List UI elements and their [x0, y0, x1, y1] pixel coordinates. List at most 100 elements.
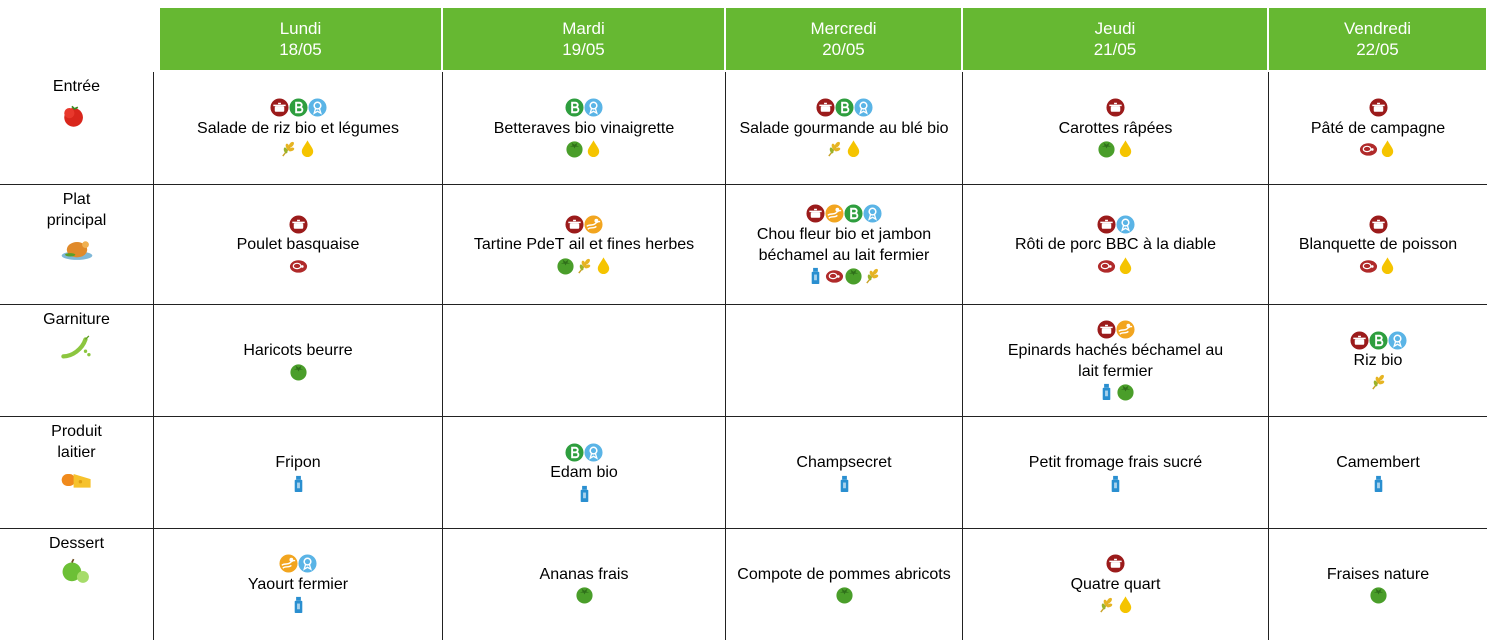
dish-name: Edam bio [550, 464, 618, 481]
row-label: Produit laitier [0, 421, 153, 527]
icon [565, 214, 584, 234]
icon [556, 257, 574, 275]
row-divider [0, 416, 1487, 417]
column-divider [725, 72, 726, 640]
menu-cell: Salade de riz bio et légumes [154, 72, 442, 184]
dish-name: Epinards hachés béchamel au lait fermier [1007, 341, 1224, 380]
icon [62, 558, 89, 583]
icon [587, 140, 600, 158]
menu-cell: Rôti de porc BBC à la diable [963, 185, 1268, 304]
icon [597, 256, 609, 274]
icon-row [288, 214, 308, 234]
icon [806, 204, 825, 223]
icon [1119, 256, 1131, 274]
icon [834, 98, 854, 117]
icon-row [1368, 98, 1388, 118]
row-label: Dessert [0, 533, 153, 638]
icon [1371, 374, 1384, 390]
icon [282, 141, 295, 157]
icon-row [1369, 371, 1388, 391]
menu-cell [443, 305, 725, 416]
icon [1349, 330, 1369, 350]
icon [1359, 143, 1378, 156]
icon [577, 258, 590, 274]
icon-row [806, 266, 882, 286]
icon [294, 596, 302, 614]
dish-name: Compote de pommes abricots [737, 565, 951, 583]
row-label-text: Plat principal [46, 191, 107, 229]
menu-cell: Yaourt fermier [154, 529, 442, 639]
icon [840, 475, 848, 492]
row-divider [0, 304, 1487, 305]
icon [853, 98, 873, 117]
icon [845, 268, 862, 285]
menu-cell: Carottes râpées [963, 72, 1268, 184]
day-name: Vendredi [1343, 19, 1412, 38]
menu-cell: Blanquette de poisson [1269, 185, 1487, 304]
icon [575, 587, 593, 604]
day-header: Jeudi 21/05 [963, 8, 1267, 70]
icon [825, 270, 844, 283]
icon [288, 214, 308, 234]
icon [307, 98, 327, 117]
row-label: Plat principal [0, 189, 153, 303]
icon [847, 140, 860, 158]
icon [298, 554, 317, 573]
icon-row [1359, 255, 1397, 275]
icon [1115, 320, 1135, 339]
menu-cell: Riz bio [1269, 305, 1487, 416]
row-label-text: Produit laitier [51, 423, 102, 461]
row-label: Entrée [0, 76, 153, 183]
icon-row [269, 98, 327, 118]
day-header: Mercredi 20/05 [726, 8, 961, 70]
dish-name: Salade gourmande au blé bio [739, 119, 949, 137]
icon [279, 554, 298, 573]
dish-name: Pâté de campagne [1310, 119, 1446, 137]
icon [1368, 214, 1388, 234]
icon-row [1369, 585, 1388, 605]
icon-row [835, 585, 854, 605]
icon-row [289, 595, 308, 615]
icon-row [1369, 473, 1388, 493]
icon [811, 267, 820, 285]
icon-row [289, 255, 308, 275]
icon [565, 98, 584, 117]
icon [1387, 330, 1407, 350]
row-divider [0, 528, 1487, 529]
row-label-text: Dessert [48, 535, 105, 552]
day-date: 21/05 [1093, 40, 1137, 59]
row-label-text: Garniture [43, 311, 110, 328]
icon [1369, 587, 1387, 604]
icon-row [1106, 554, 1125, 574]
icon-row [279, 554, 317, 574]
menu-cell: Salade gourmande au blé bio [726, 72, 962, 184]
icon-row [1097, 382, 1135, 402]
icon [1119, 140, 1131, 158]
icon-row [1096, 214, 1135, 234]
dish-name: Yaourt fermier [247, 575, 349, 593]
icon-row [815, 98, 873, 118]
icon-row [1349, 330, 1407, 350]
day-date: 19/05 [562, 40, 605, 59]
dish-name: Champsecret [796, 454, 892, 471]
menu-cell: Chou fleur bio et jambon béchamel au lai… [726, 185, 962, 304]
icon-row [1368, 214, 1388, 234]
menu-cell: Ananas frais [443, 529, 725, 639]
icon [835, 587, 853, 604]
icon [288, 98, 308, 117]
day-date: 20/05 [822, 40, 865, 59]
day-header: Lundi 18/05 [160, 8, 441, 70]
dish-name: Ananas frais [539, 565, 629, 583]
icon [1381, 140, 1394, 158]
menu-cell: Pâté de campagne [1269, 72, 1487, 184]
icon [61, 474, 91, 488]
icon [1368, 330, 1388, 350]
dish-name: Fripon [275, 454, 321, 471]
dish-name: Riz bio [1353, 352, 1403, 369]
menu-cell: Camembert [1269, 417, 1487, 528]
icon [289, 363, 307, 381]
menu-cell: Quatre quart [963, 529, 1268, 639]
icon-row [565, 442, 603, 462]
icon-row [1097, 595, 1135, 615]
menu-cell [726, 305, 962, 416]
